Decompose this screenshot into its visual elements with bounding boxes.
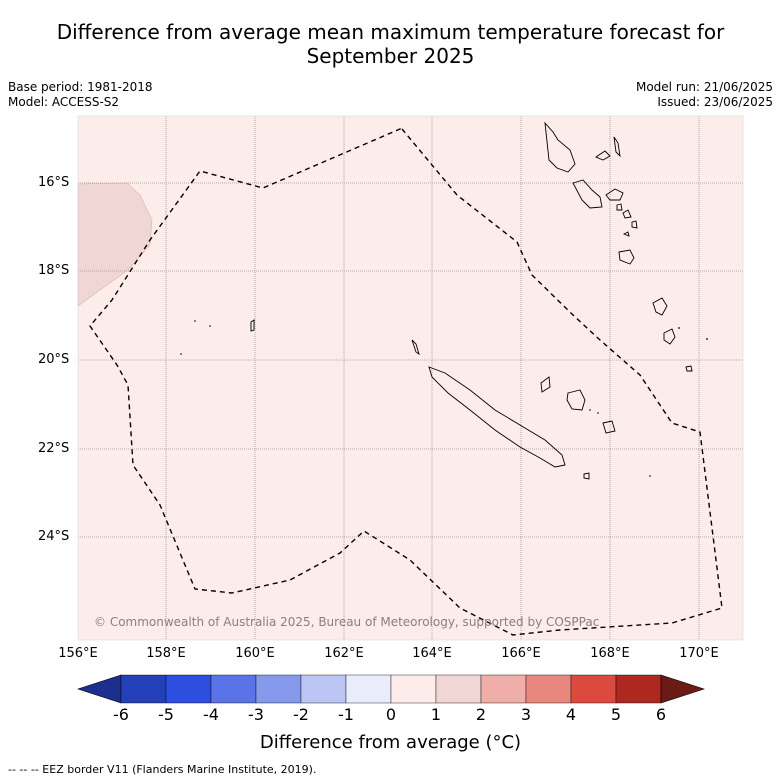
colorbar-segment <box>525 674 572 704</box>
colorbar-segment <box>345 674 392 704</box>
lat-label-18s: 18°S <box>38 263 70 278</box>
colorbar-segment <box>390 674 437 704</box>
colorbar-tick-label: 4 <box>565 705 577 724</box>
eez-footer-note: -- -- -- EEZ border V11 (Flanders Marine… <box>8 763 317 776</box>
base-period: Base period: 1981-2018 <box>8 80 153 94</box>
island-chesterfield <box>250 319 255 332</box>
colorbar-tick-label: 5 <box>610 705 622 724</box>
meta-right: Model run: 21/06/2025 Issued: 23/06/2025 <box>636 80 773 110</box>
island-paama <box>616 203 623 211</box>
island-mare <box>602 420 616 434</box>
island-lifou <box>566 389 586 411</box>
lon-label-162e: 162°E <box>324 646 364 661</box>
colorbar-tick-label: -6 <box>113 705 129 724</box>
colorbar-segment <box>300 674 347 704</box>
meta-left: Base period: 1981-2018 Model: ACCESS-S2 <box>8 80 153 110</box>
map-title-line1: Difference from average mean maximum tem… <box>56 20 725 44</box>
lon-label-160e: 160°E <box>235 646 275 661</box>
island-tanna <box>663 328 676 345</box>
island-epi <box>622 209 632 219</box>
colorbar-tick-label: -4 <box>203 705 219 724</box>
colorbar-tick-label: 3 <box>520 705 532 724</box>
island-efate <box>618 249 635 265</box>
lon-label-168e: 168°E <box>590 646 630 661</box>
tiny-islands <box>180 320 708 477</box>
island-ouvea <box>540 376 551 393</box>
island-maewo <box>595 150 611 161</box>
coastlines <box>250 121 693 480</box>
lon-label-170e: 170°E <box>679 646 719 661</box>
new-caledonia-island <box>428 366 566 468</box>
island-aneityum <box>685 365 693 372</box>
colorbar-tick-label: 0 <box>385 705 397 724</box>
lon-label-158e: 158°E <box>146 646 186 661</box>
colorbar-segment <box>210 674 257 704</box>
colorbar-segment <box>255 674 302 704</box>
island-espiritu-santo <box>544 121 576 173</box>
issued-date: Issued: 23/06/2025 <box>657 95 773 109</box>
lat-label-24s: 24°S <box>38 529 70 544</box>
lat-label-20s: 20°S <box>38 352 70 367</box>
copyright-notice: © Commonwealth of Australia 2025, Bureau… <box>94 615 599 629</box>
lon-label-156e: 156°E <box>58 646 98 661</box>
lon-label-164e: 164°E <box>412 646 452 661</box>
lat-label-16s: 16°S <box>38 175 70 190</box>
lon-label-166e: 166°E <box>501 646 541 661</box>
colorbar-tick-label: 1 <box>430 705 442 724</box>
island-malekula <box>572 179 603 209</box>
colorbar-tick-label: -5 <box>158 705 174 724</box>
island-erromango <box>652 297 668 316</box>
map-frame <box>77 115 744 641</box>
colorbar-extend-low <box>77 674 122 704</box>
colorbar-tick-label: -3 <box>248 705 264 724</box>
island-ambrym <box>605 188 624 201</box>
lat-label-22s: 22°S <box>38 441 70 456</box>
anomaly-patch <box>77 182 153 307</box>
island-pentecost-north <box>613 136 621 158</box>
eez-border <box>89 128 723 636</box>
colorbar <box>77 674 705 704</box>
map-title-line2: September 2025 <box>306 44 475 68</box>
colorbar-segment <box>615 674 662 704</box>
island-pines <box>583 472 590 480</box>
island-belep <box>411 339 420 356</box>
colorbar-extend-high <box>660 674 705 704</box>
colorbar-segment <box>480 674 527 704</box>
model-name: Model: ACCESS-S2 <box>8 95 120 109</box>
colorbar-tick-label: -1 <box>338 705 354 724</box>
gridlines <box>78 116 743 640</box>
colorbar-segment <box>120 674 167 704</box>
map-background <box>78 116 743 640</box>
colorbar-segment <box>570 674 617 704</box>
colorbar-segment <box>165 674 212 704</box>
colorbar-tick-label: -2 <box>293 705 309 724</box>
colorbar-tick-label: 2 <box>475 705 487 724</box>
island-shepherd <box>631 220 638 229</box>
colorbar-tick-label: 6 <box>655 705 667 724</box>
colorbar-segment <box>435 674 482 704</box>
island-tongoa <box>622 231 630 237</box>
model-run: Model run: 21/06/2025 <box>635 80 773 94</box>
colorbar-label: Difference from average (°C) <box>259 732 522 753</box>
